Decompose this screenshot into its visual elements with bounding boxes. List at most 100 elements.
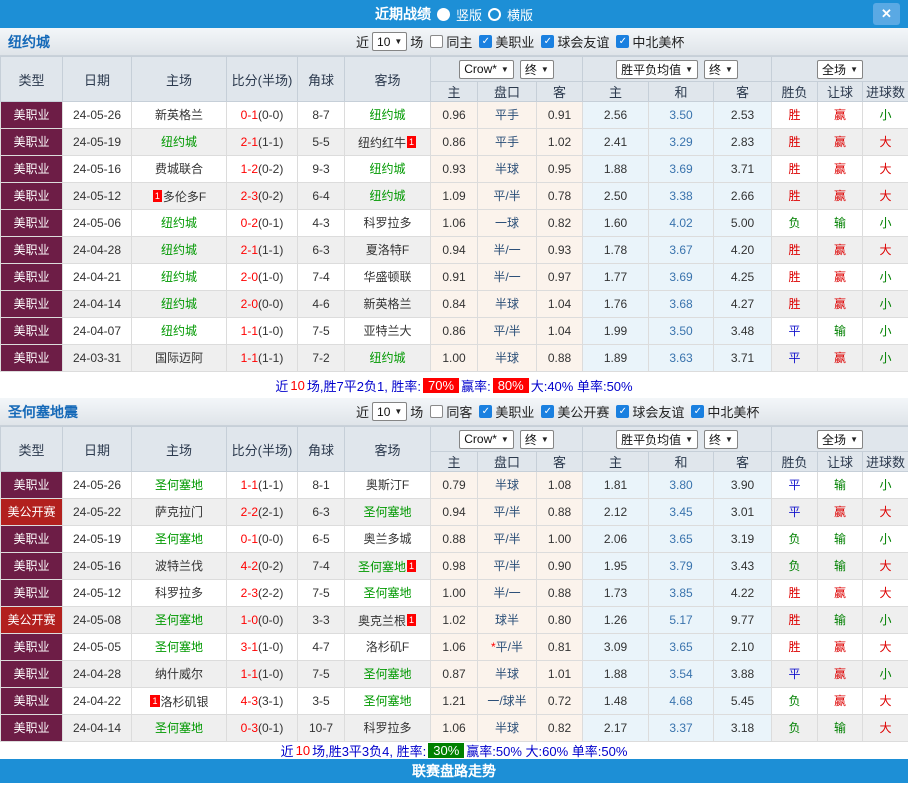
bookmaker-select[interactable]: Crow* ▼: [459, 59, 514, 79]
corner-cell: 7-4: [297, 263, 345, 291]
games-count-select[interactable]: 10 ▼: [372, 32, 408, 51]
odds-home-cell: 0.94: [430, 236, 478, 264]
corner-cell: 6-4: [297, 182, 345, 210]
odds-home-cell: 0.86: [430, 128, 478, 156]
close-icon[interactable]: ✕: [873, 3, 900, 25]
avg-draw-cell: 3.54: [648, 660, 714, 688]
league-checkbox-label: 球会友谊: [557, 35, 610, 50]
chevron-down-icon: ▼: [540, 434, 549, 444]
score-cell: 2-0(0-0): [226, 290, 298, 318]
league-checkbox[interactable]: ✓: [541, 405, 555, 418]
league-checkbox[interactable]: ✓: [616, 405, 630, 418]
avg-odds-select-value: 胜平负均值: [621, 432, 682, 447]
odds-time-select[interactable]: 终 ▼: [519, 429, 554, 449]
away-team-cell: 亚特兰大: [344, 317, 431, 345]
team-name-text: 波特兰伐: [154, 559, 203, 573]
away-team-cell: 科罗拉多: [344, 209, 431, 237]
handicap-cell: 平/半: [477, 317, 537, 345]
away-team-cell: 纽约城: [344, 344, 431, 372]
period-select[interactable]: 全场 ▼: [817, 429, 863, 449]
avg-draw-cell: 3.69: [648, 155, 714, 183]
result-wdl-cell: 负: [771, 552, 819, 580]
league-checkbox[interactable]: ✓: [691, 405, 705, 418]
avg-home-cell: 1.95: [582, 552, 649, 580]
team-name-text: 纽约城: [160, 297, 197, 311]
result-goals-cell: 大: [862, 128, 908, 156]
bookmaker-select[interactable]: Crow* ▼: [459, 429, 514, 449]
avg-time-select[interactable]: 终 ▼: [704, 429, 738, 449]
score-cell: 4-2(0-2): [226, 552, 298, 580]
avg-away-cell: 2.10: [712, 633, 773, 661]
result-handicap-cell: 赢: [817, 155, 864, 183]
avg-draw-cell: 3.80: [648, 471, 714, 499]
radio-horizontal-layout[interactable]: [488, 7, 501, 21]
odds-away-cell: 0.78: [536, 182, 583, 210]
avg-time-select[interactable]: 终 ▼: [704, 59, 738, 79]
table-row: 美职业 24-05-26 圣何塞地 1-1(1-1) 8-1 奥斯汀F 0.79 半球 1.08…: [0, 471, 908, 499]
league-checkbox[interactable]: ✓: [479, 405, 493, 418]
odds-home-cell: 1.06: [430, 209, 478, 237]
league-type-cell: 美职业: [0, 687, 63, 715]
corner-cell: 7-5: [297, 317, 345, 345]
radio-horizontal-label[interactable]: 横版: [507, 7, 534, 23]
period-select[interactable]: 全场 ▼: [817, 59, 863, 79]
avg-group-header: 胜平负均值 ▼ 终 ▼: [581, 426, 773, 452]
away-team-cell: 华盛顿联: [344, 263, 431, 291]
chevron-down-icon: ▼: [500, 64, 509, 74]
chevron-down-icon: ▼: [685, 434, 693, 444]
halftime-score: (0-1): [258, 721, 284, 735]
summary-text: 大:40% 单率:50%: [530, 378, 633, 394]
odds-home-cell: 0.84: [430, 290, 478, 318]
league-type-cell: 美职业: [0, 209, 63, 237]
col-home: 主场: [131, 56, 227, 102]
col-type: 类型: [0, 426, 63, 472]
date-cell: 24-03-31: [62, 344, 132, 372]
score-cell: 2-2(2-1): [226, 498, 298, 526]
halftime-score: (0-0): [258, 297, 284, 311]
fulltime-score: 4-2: [240, 559, 258, 573]
odds-time-select[interactable]: 终 ▼: [519, 59, 554, 79]
odds-home-cell: 0.87: [430, 660, 478, 688]
result-wdl-cell: 胜: [771, 606, 819, 634]
avg-odds-select[interactable]: 胜平负均值 ▼: [616, 429, 698, 449]
home-team-cell: 纽约城: [131, 236, 227, 264]
table-row: 美职业 24-04-07 纽约城 1-1(1-0) 7-5 亚特兰大 0.86 平/半 1.04…: [0, 317, 908, 345]
radio-vertical-label[interactable]: 竖版: [455, 7, 482, 23]
same-venue-checkbox[interactable]: [430, 35, 444, 48]
avg-odds-select[interactable]: 胜平负均值 ▼: [616, 59, 698, 79]
league-type-cell: 美职业: [0, 317, 63, 345]
handicap-cell: 平/半: [477, 182, 537, 210]
bookmaker-select-value: Crow*: [464, 432, 497, 446]
league-type-cell: 美公开赛: [0, 498, 63, 526]
league-checkbox[interactable]: ✓: [541, 35, 555, 48]
league-checkbox[interactable]: ✓: [479, 35, 493, 48]
odds-away-cell: 0.82: [536, 209, 583, 237]
games-count-select[interactable]: 10 ▼: [372, 402, 408, 421]
corner-cell: 6-3: [297, 236, 345, 264]
fulltime-score: 2-0: [240, 270, 258, 284]
corner-cell: 9-3: [297, 155, 345, 183]
same-venue-checkbox[interactable]: [430, 405, 444, 418]
result-handicap-cell: 赢: [817, 633, 864, 661]
avg-draw-cell: 3.67: [648, 236, 714, 264]
away-team-cell: 圣何塞地: [344, 660, 431, 688]
handicap-cell: *平/半: [477, 633, 537, 661]
halftime-score: (0-0): [258, 108, 284, 122]
summary-text: 场,胜7平2负1, 胜率:: [306, 378, 422, 394]
league-trend-link[interactable]: 联赛盘路走势: [0, 759, 908, 783]
result-goals-cell: 大: [862, 633, 908, 661]
team-name-text: 圣何塞地: [154, 478, 203, 492]
avg-home-cell: 2.17: [582, 714, 649, 742]
league-type-cell: 美职业: [0, 182, 63, 210]
result-wdl-cell: 平: [771, 471, 819, 499]
halftime-score: (1-0): [258, 324, 284, 338]
avg-home-cell: 1.60: [582, 209, 649, 237]
rank-badge: 1: [407, 135, 417, 148]
league-checkbox[interactable]: ✓: [616, 35, 630, 48]
league-type-cell: 美职业: [0, 236, 63, 264]
star-mark: *: [490, 640, 496, 654]
handicap-cell: 半/一: [477, 236, 537, 264]
date-cell: 24-04-28: [62, 236, 132, 264]
halftime-score: (0-0): [258, 613, 284, 627]
radio-vertical-layout[interactable]: [436, 7, 450, 21]
